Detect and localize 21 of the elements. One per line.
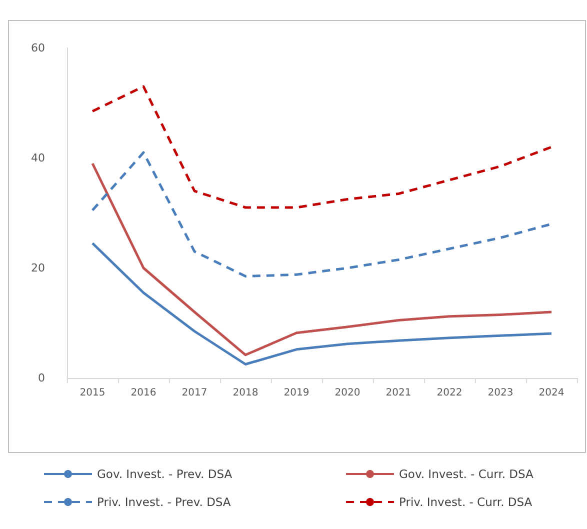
x-tick-label: 2018 [232,388,258,398]
legend-label: Priv. Invest. - Prev. DSA [97,495,231,509]
y-tick-label: 40 [31,152,45,164]
line-series [91,242,553,366]
x-tick-label: 2017 [182,388,208,398]
x-tick-label: 2023 [488,388,514,398]
y-tick-label: 20 [31,262,45,274]
x-tick-label: 2019 [284,388,310,398]
x-tick-label: 2020 [334,388,360,398]
x-tick-label: 2024 [538,388,564,398]
legend-label: Priv. Invest. - Curr. DSA [399,495,532,509]
y-tick-label: 0 [38,372,45,384]
x-tick-label: 2016 [130,388,156,398]
x-tick-label: 2015 [80,388,106,398]
line-series [91,162,553,356]
line-series [91,85,553,209]
x-tick-label: 2021 [386,388,412,398]
legend-label: Gov. Invest. - Prev. DSA [97,467,232,481]
x-tick-label: 2022 [436,388,462,398]
legend-label: Gov. Invest. - Curr. DSA [399,467,534,481]
y-tick-label: 60 [31,42,45,54]
